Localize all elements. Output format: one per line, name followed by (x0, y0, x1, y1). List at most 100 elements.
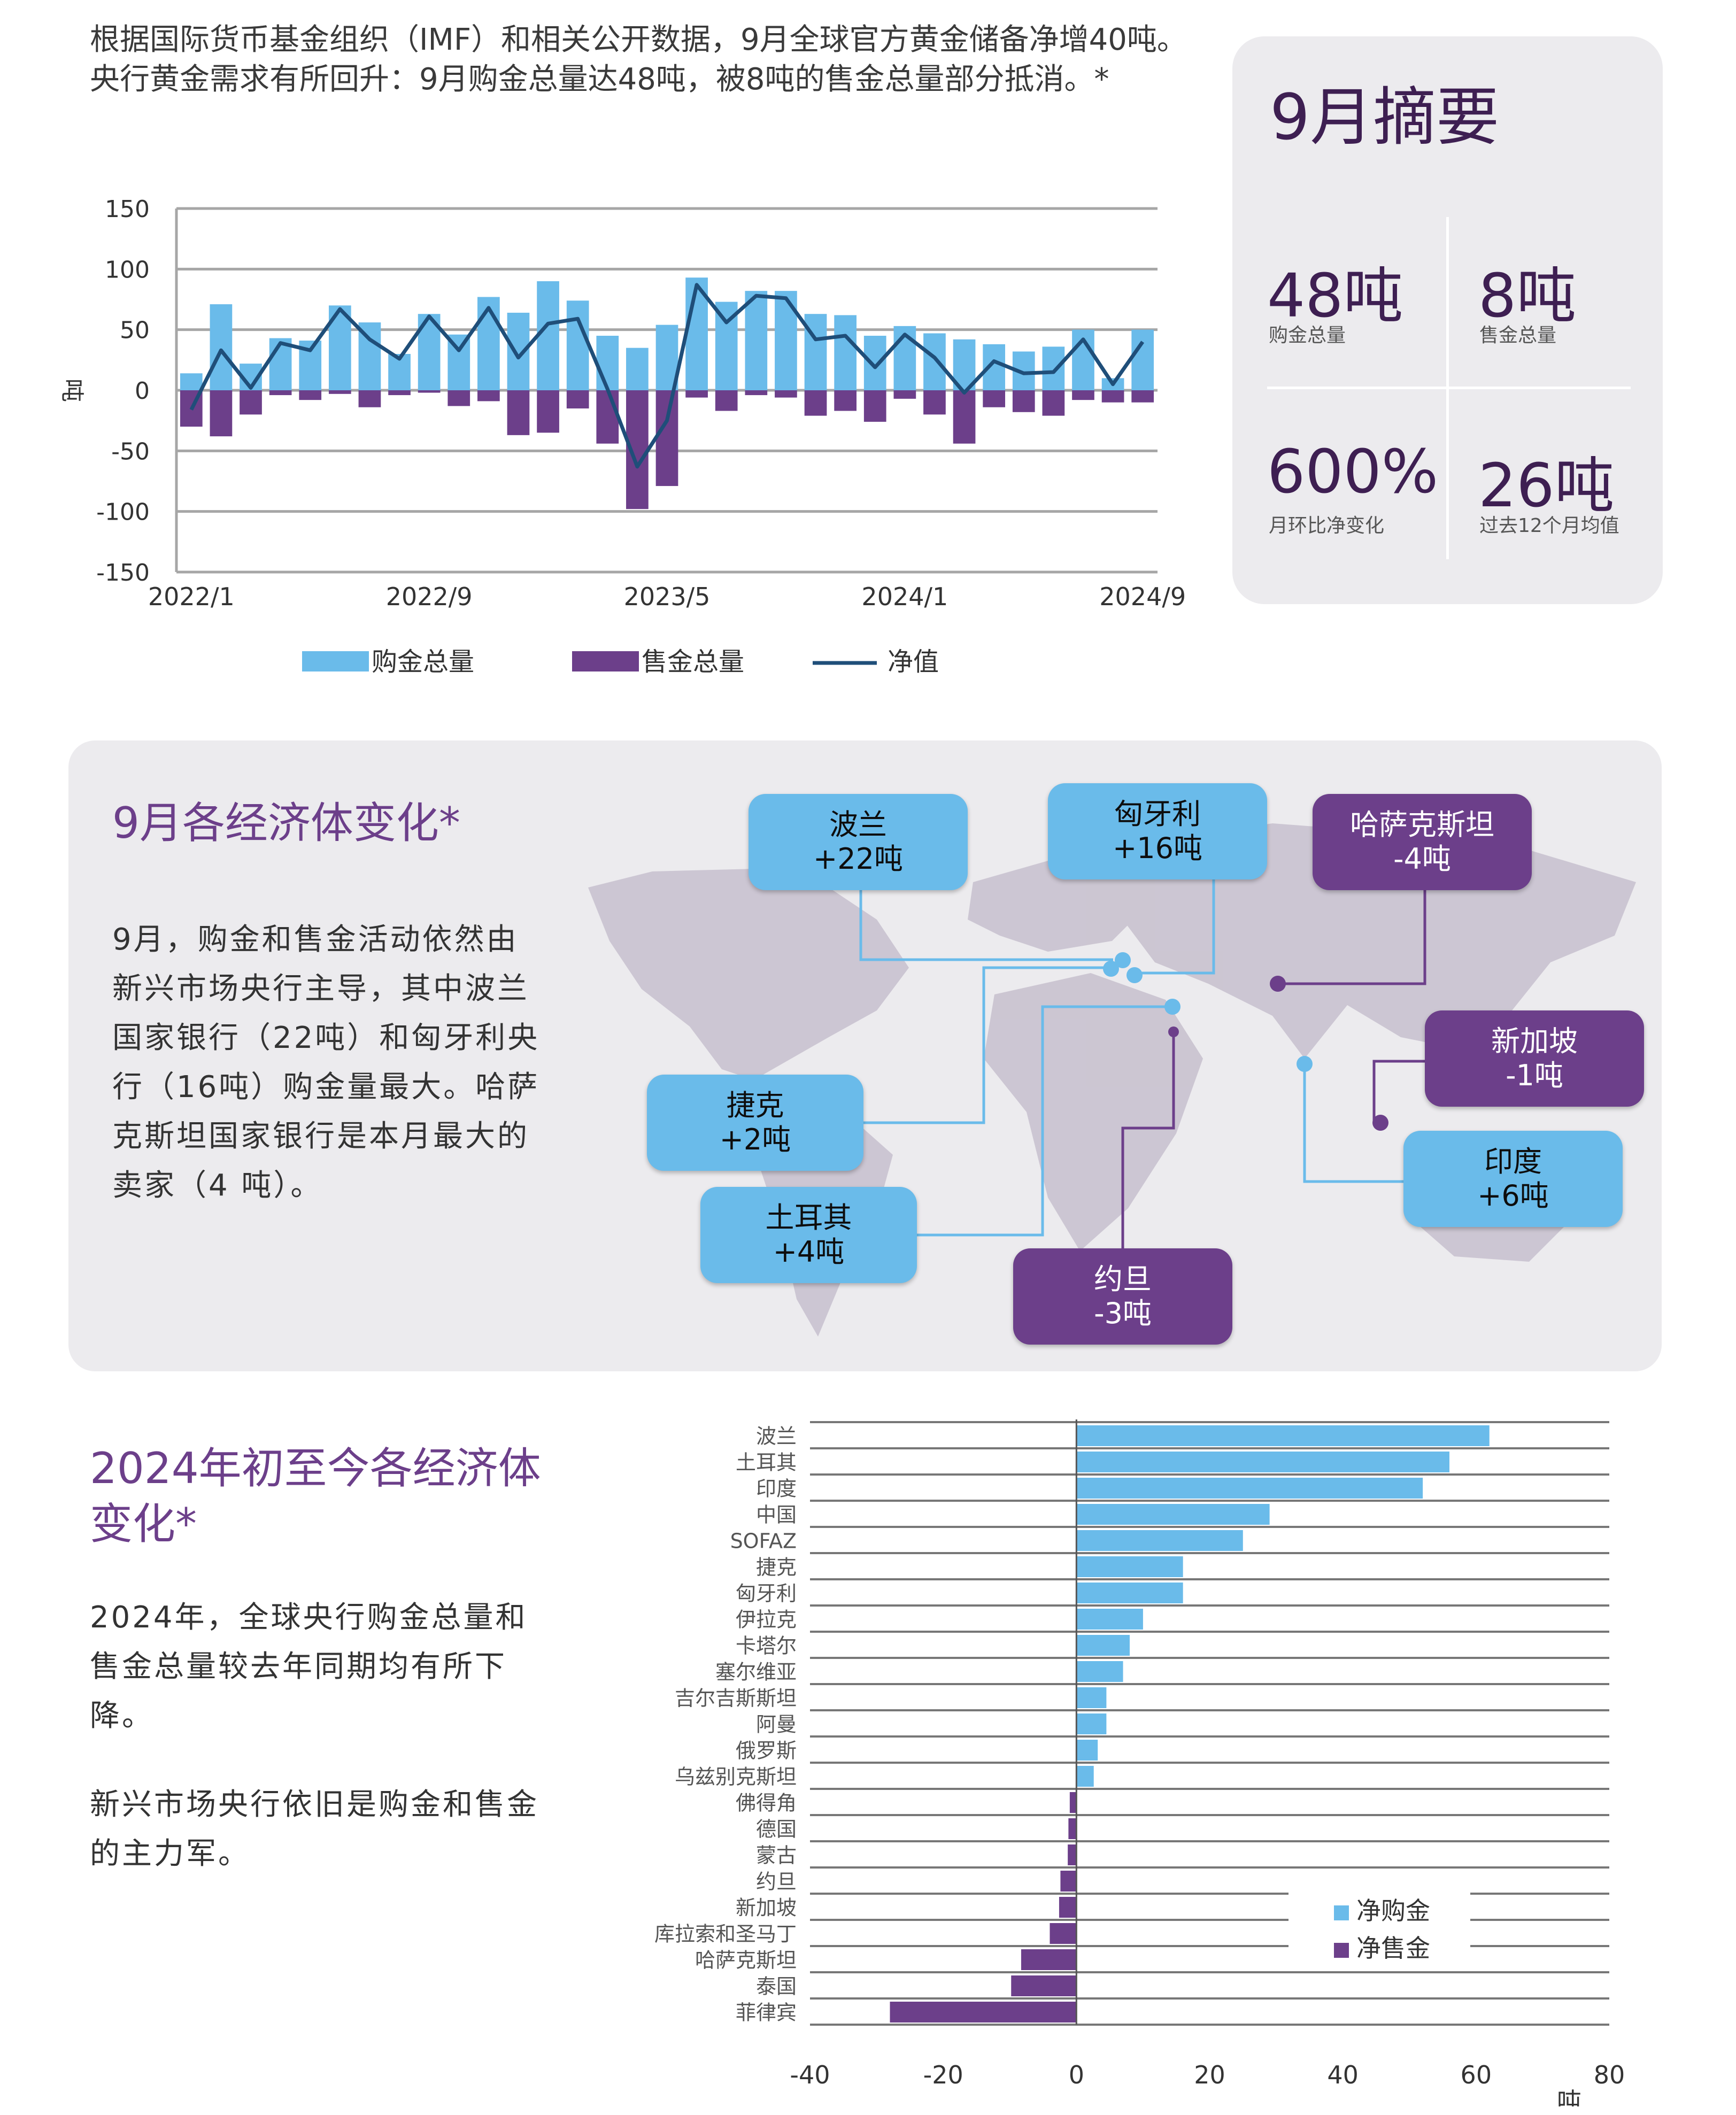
x-tick-label: 2024/9 (1099, 582, 1186, 611)
legend-purchase-label: 购金总量 (372, 647, 474, 677)
x-tick-label: 2022/1 (148, 582, 235, 611)
bar-purchase (745, 291, 768, 390)
category-label: 库拉索和圣马丁 (654, 1923, 797, 1946)
marker-singapore (1372, 1115, 1388, 1131)
callout-hungary-value: +16吨 (1113, 831, 1202, 865)
bar-sale (358, 390, 381, 407)
bar-sale (685, 390, 708, 398)
bar-sale (1101, 390, 1124, 403)
callout-hungary-name: 匈牙利 (1114, 797, 1201, 831)
callout-czech-value: +2吨 (719, 1123, 791, 1156)
category-label: 塞尔维亚 (715, 1661, 797, 1684)
callout-jordan-value: -3吨 (1094, 1296, 1152, 1330)
bar-sale (923, 390, 946, 415)
bar-purchase (1042, 346, 1065, 390)
bar-sale (804, 390, 827, 416)
callout-india-value: +6吨 (1477, 1179, 1549, 1213)
bar-net-purchase (1076, 1635, 1130, 1656)
legend-purchase-swatch (302, 651, 369, 671)
marker-kazakhstan (1270, 976, 1286, 992)
bar-purchase (566, 300, 589, 390)
category-label: 匈牙利 (736, 1582, 797, 1605)
bar-net-purchase (1076, 1425, 1490, 1446)
map-panel-text: 9月，购金和售金活动依然由新兴市场央行主导，其中波兰国家银行（22吨）和匈牙利央… (112, 922, 540, 1203)
y-tick-label: -100 (96, 499, 150, 526)
bar-purchase (507, 312, 530, 390)
bar-sale (507, 390, 530, 435)
bar-net-sale (1068, 1818, 1077, 1839)
connector-singapore (1372, 1060, 1428, 1123)
bar-net-purchase (1076, 1661, 1123, 1682)
category-label: 波兰 (756, 1425, 797, 1448)
x-tick-label: -40 (790, 2060, 830, 2089)
marker-czech (1103, 961, 1119, 977)
x-tick-label: 40 (1327, 2060, 1359, 2089)
callout-jordan: 约旦 -3吨 (1013, 1248, 1232, 1345)
connector-kazakhstan (1272, 874, 1426, 985)
bar-net-purchase (1076, 1504, 1270, 1525)
ytd-title: 2024年初至今各经济体变化* (90, 1444, 541, 1549)
callout-jordan-name: 约旦 (1094, 1262, 1152, 1296)
callout-poland: 波兰 +22吨 (749, 794, 968, 890)
stat-mom-label: 月环比净变化 (1269, 515, 1385, 537)
bar-purchase (626, 348, 649, 390)
bar-net-purchase (1076, 1766, 1094, 1787)
bar-net-purchase (1076, 1583, 1183, 1603)
bar-net-sale (1068, 1844, 1077, 1865)
callout-kazakhstan-name: 哈萨克斯坦 (1350, 808, 1494, 842)
bar-sale (596, 390, 619, 444)
bar-net-purchase (1076, 1530, 1243, 1551)
ytd-text-2: 新兴市场央行依旧是购金和售金的主力军。 (90, 1787, 539, 1871)
x-tick-label: 80 (1594, 2060, 1625, 2089)
callout-hungary: 匈牙利 +16吨 (1048, 783, 1267, 879)
y-tick-label: 0 (135, 377, 150, 405)
bar-sale (537, 390, 559, 433)
stat-avg-value: 26吨 (1478, 451, 1615, 521)
bar-sale (418, 390, 441, 393)
bar-sale (566, 390, 589, 408)
bar-sale (299, 390, 322, 400)
europe-shape (968, 861, 1144, 952)
x-tick-label: 20 (1194, 2060, 1225, 2089)
connector-poland (859, 882, 1113, 961)
bar-purchase (923, 333, 946, 390)
bar-sale (834, 390, 857, 411)
callout-kazakhstan: 哈萨克斯坦 -4吨 (1313, 794, 1532, 890)
category-label: 泰国 (756, 1975, 797, 1998)
stat-purchases-value: 48吨 (1267, 261, 1403, 331)
legend-net-sale-swatch (1334, 1943, 1349, 1958)
bar-net-sale (890, 2002, 1077, 2023)
bar-purchase (210, 304, 233, 390)
line-net (189, 283, 1145, 469)
bar-sale (477, 390, 500, 402)
africa-shape (984, 973, 1203, 1251)
bar-sale (1131, 390, 1154, 403)
x-tick-label: 2023/5 (624, 582, 711, 611)
category-label: 印度 (756, 1477, 797, 1501)
category-label: 约旦 (756, 1870, 797, 1894)
north-america-shape (588, 869, 909, 1080)
bar-sale (210, 390, 233, 437)
bar-purchase (834, 315, 857, 390)
x-axis-label: 吨 (1557, 2087, 1581, 2106)
connector-turkey (915, 1005, 1168, 1237)
bar-net-purchase (1076, 1478, 1423, 1499)
callout-turkey: 土耳其 +4吨 (700, 1187, 917, 1283)
stat-mom-value: 600% (1267, 437, 1439, 507)
y-tick-label: 150 (105, 196, 150, 223)
legend-net-purchase-swatch (1334, 1905, 1349, 1920)
category-label: 哈萨克斯坦 (695, 1949, 797, 1972)
bar-net-sale (1059, 1897, 1077, 1918)
bar-net-purchase (1076, 1609, 1143, 1630)
bar-sale (953, 390, 976, 444)
bar-purchase (1131, 329, 1154, 390)
y-tick-label: -150 (96, 559, 150, 586)
legend-net-label: 净值 (888, 647, 939, 677)
bar-net-sale (1069, 1792, 1077, 1813)
bar-sale (715, 390, 738, 411)
legend-net-purchase-label: 净购金 (1356, 1896, 1430, 1925)
category-label: 菲律宾 (736, 2001, 797, 2025)
bar-net-purchase (1076, 1452, 1449, 1472)
bar-net-sale (1060, 1871, 1077, 1892)
bar-sale (775, 390, 797, 398)
